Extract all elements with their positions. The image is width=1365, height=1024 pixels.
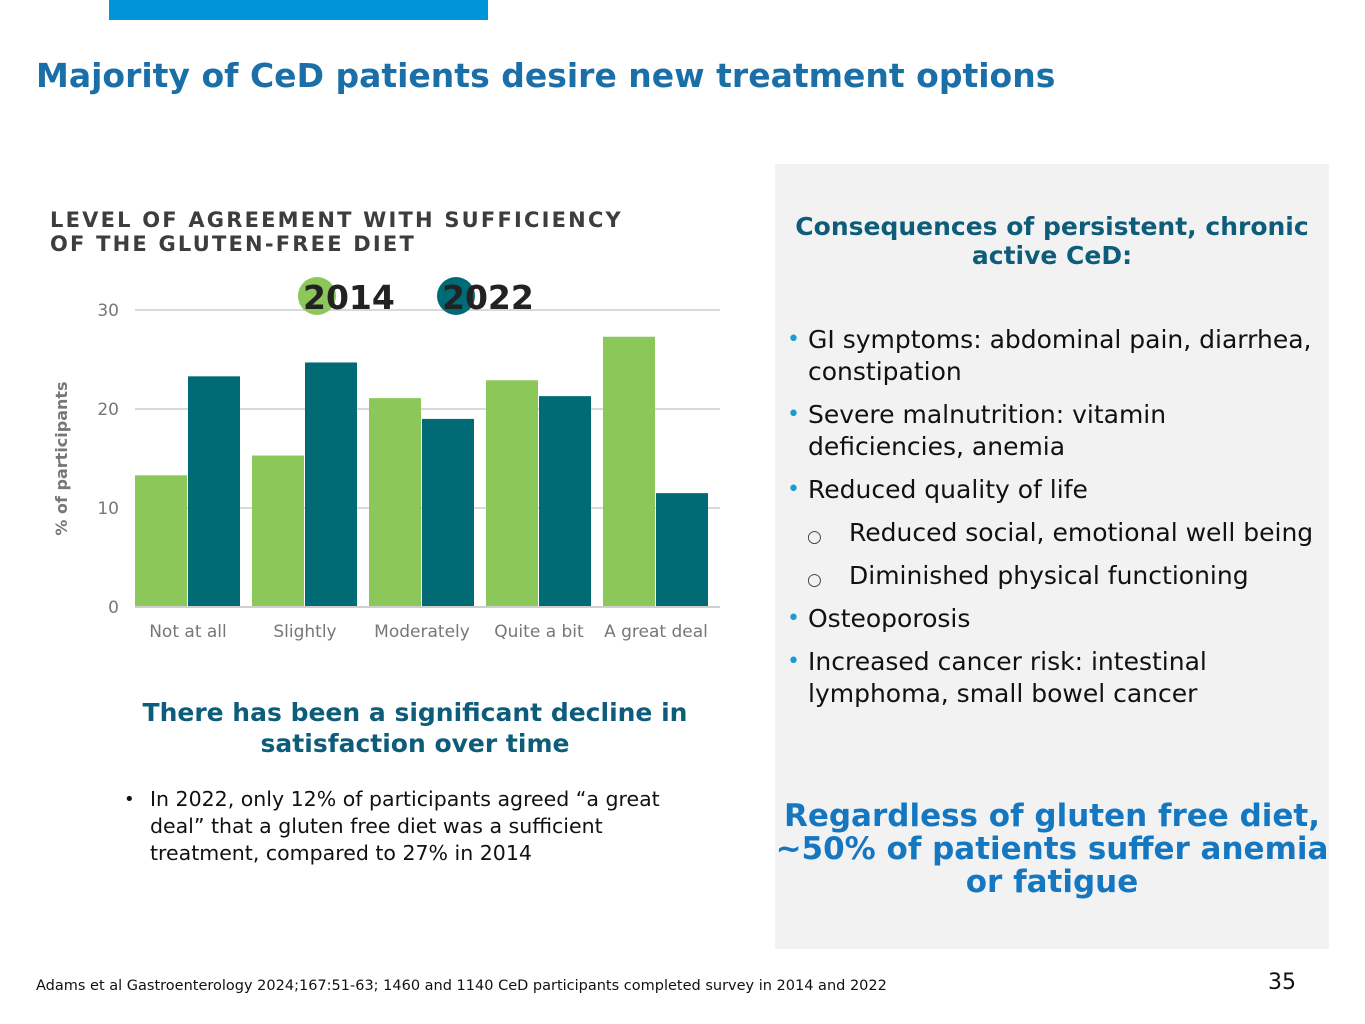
bar-2022 [422,418,474,607]
y-axis-label: % of participants [52,381,71,535]
x-tick-label: Slightly [273,622,336,642]
bar-2022 [188,376,240,607]
anemia-callout: Regardless of gluten free diet, ~50% of … [775,798,1329,900]
bar-2022 [656,493,708,607]
chart-title: LEVEL OF AGREEMENT WITH SUFFICIENCY OF T… [50,208,730,256]
list-item: Severe malnutrition: vitamin deficiencie… [785,399,1315,463]
page-number: 35 [1268,970,1296,995]
bar-2022 [305,362,357,607]
sub-list-item: Diminished physical functioning [785,560,1315,596]
decline-bullets: In 2022, only 12% of participants agreed… [122,786,712,867]
list-item: GI symptoms: abdominal pain, diarrhea, c… [785,324,1315,388]
x-tick-label: A great deal [604,622,708,642]
bar-2014 [369,398,421,607]
sub-list-item: Reduced social, emotional well being [785,517,1315,553]
list-item: Increased cancer risk: intestinal lympho… [785,646,1315,710]
bar-2014 [603,336,655,607]
legend-swatch-2014 [298,277,336,315]
y-tick-label: 0 [108,598,119,618]
bar-2022 [539,396,591,607]
x-tick-label: Not at all [149,622,227,642]
legend-label-2022: 2022 [442,278,534,317]
list-item: Reduced quality of life [785,474,1315,506]
chart-title-line2: OF THE GLUTEN-FREE DIET [50,232,416,256]
legend-label-2014: 2014 [303,278,395,317]
x-tick-label: Moderately [374,622,470,642]
chart-title-line1: LEVEL OF AGREEMENT WITH SUFFICIENCY [50,208,623,232]
x-tick-label: Quite a bit [494,622,584,642]
y-tick-label: 20 [97,400,119,420]
y-tick-label: 30 [97,301,119,321]
bar-2014 [252,455,304,607]
bar-2014 [135,475,187,607]
slide-title: Majority of CeD patients desire new trea… [36,56,1056,95]
decline-heading: There has been a significant decline in … [142,698,688,758]
consequences-list: GI symptoms: abdominal pain, diarrhea, c… [785,324,1315,721]
citation-footnote: Adams et al Gastroenterology 2024;167:51… [36,978,887,994]
chart-canvas: 0 10 20 30 % of participants Not at all Slight… [52,277,720,642]
list-item: Osteoporosis [785,603,1315,635]
bar-2014 [486,380,538,607]
legend-swatch-2022 [437,277,475,315]
consequences-heading: Consequences of persistent, chronic acti… [795,212,1309,270]
bar-chart: 0 10 20 30 % of participants Not at all Slight… [40,200,740,660]
accent-bar [109,0,488,20]
decline-bullet: In 2022, only 12% of participants agreed… [122,786,712,867]
y-tick-label: 10 [97,499,119,519]
consequences-panel: Consequences of persistent, chronic acti… [775,164,1329,949]
